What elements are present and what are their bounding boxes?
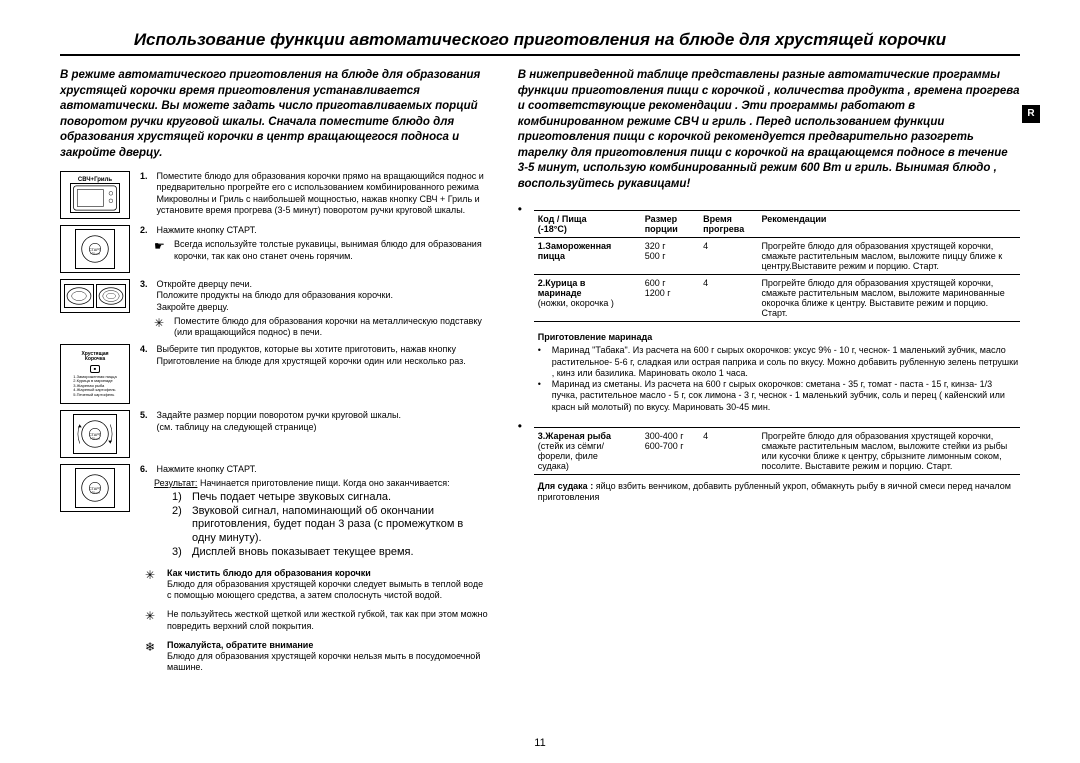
table-row: 3.Жареная рыба(стейк из сёмги/форели, фи…	[534, 427, 1020, 474]
step-2: СТАРТ+30 сек 2. Нажмите кнопку СТАРТ. ☛ …	[60, 225, 488, 273]
svg-text:+30 сек: +30 сек	[90, 252, 101, 256]
asterisk-icon: ✳	[154, 316, 168, 339]
table-row: 1.Замороженная пицца 320 г 500 г 4 Прогр…	[534, 238, 1020, 275]
snowflake-icon: ❄	[145, 640, 159, 674]
th-rec: Рекомендации	[757, 211, 1020, 238]
step-number: 3.	[140, 279, 154, 290]
svg-text:+30 сек: +30 сек	[90, 491, 101, 495]
asterisk-icon: ✳	[145, 568, 159, 602]
note-text: Блюдо для образования хрустящей корочки …	[167, 651, 488, 674]
step-1: СВЧ+Гриль 1. Поместите блюдо для образов…	[60, 171, 488, 219]
left-column: В режиме автоматического приготовления н…	[60, 68, 488, 674]
step-text: Откройте дверцу печи. Положите продукты …	[157, 279, 487, 313]
result-item: 3)Дисплей вновь показывает текущее время…	[172, 546, 488, 560]
step1-icon: СВЧ+Гриль	[60, 171, 130, 219]
step-number: 5.	[140, 410, 154, 421]
note-text: Поместите блюдо для образования корочки …	[174, 316, 488, 339]
step-text: Нажмите кнопку СТАРТ.	[157, 225, 487, 236]
step6-icon: СТАРТ+30 сек	[60, 464, 130, 559]
step-4: Хрустящая Корочка ■ 1.Замороженная пицца…	[60, 344, 488, 404]
table-row: 2.Курица вмаринаде(ножки, окорочка ) 600…	[534, 275, 1020, 322]
note-text: Блюдо для образования хрустящей корочки …	[167, 579, 488, 602]
left-intro: В режиме автоматического приготовления н…	[60, 68, 488, 161]
brush-note: ✳ Не пользуйтесь жесткой щеткой или жест…	[60, 609, 488, 632]
step-number: 1.	[140, 171, 154, 182]
result-label: Результат:	[154, 478, 197, 488]
note-header: Как чистить блюдо для образования корочк…	[167, 568, 488, 579]
step-text: Выберите тип продуктов, которые вы хотит…	[157, 344, 487, 367]
food-table-1: Код / Пища (-18°C) Размер порции Время п…	[534, 210, 1020, 322]
marinade-item: •Маринад из сметаны. Из расчета на 600 г…	[538, 379, 1020, 413]
page-title: Использование функции автоматического пр…	[60, 30, 1020, 56]
step3-icon	[60, 279, 130, 338]
svg-text:+30 сек: +30 сек	[90, 437, 101, 441]
food-table-2: 3.Жареная рыба(стейк из сёмги/форели, фи…	[534, 427, 1020, 475]
step-number: 2.	[140, 225, 154, 236]
asterisk-icon: ✳	[145, 609, 159, 632]
step5-icon: СТАРТ+30 сек	[60, 410, 130, 458]
step-text: Нажмите кнопку СТАРТ.	[157, 464, 487, 475]
result-intro: Начинается приготовление пищи. Когда оно…	[200, 478, 450, 488]
warning-text: Всегда используйте толстые рукавицы, вын…	[174, 239, 488, 262]
step2-icon: СТАРТ+30 сек	[60, 225, 130, 273]
dishwasher-warning: ❄ Пожалуйста, обратите внимание Блюдо дл…	[60, 640, 488, 674]
result-item: 1)Печь подает четыре звуковых сигнала.	[172, 491, 488, 505]
step-5: СТАРТ+30 сек 5. Задайте размер порции по…	[60, 410, 488, 458]
section-tab: R	[1022, 105, 1040, 123]
right-intro: В нижеприведенной таблице представлены р…	[518, 68, 1020, 192]
th-time: Время прогрева	[699, 211, 757, 238]
step4-icon: Хрустящая Корочка ■ 1.Замороженная пицца…	[60, 344, 130, 404]
note-header: Пожалуйста, обратите внимание	[167, 640, 488, 651]
th-size: Размер порции	[641, 211, 699, 238]
note-text: Не пользуйтесь жесткой щеткой или жестко…	[167, 609, 488, 632]
result-item: 2)Звуковой сигнал, напоминающий об оконч…	[172, 505, 488, 546]
step-3: 3. Откройте дверцу печи. Положите продук…	[60, 279, 488, 338]
step-6: СТАРТ+30 сек 6. Нажмите кнопку СТАРТ. Ре…	[60, 464, 488, 559]
right-column: В нижеприведенной таблице представлены р…	[518, 68, 1020, 674]
step-text: Поместите блюдо для образования корочки …	[157, 171, 487, 216]
marinade-item: •Маринад "Табака". Из расчета на 600 г с…	[538, 345, 1020, 379]
marinade-header: Приготовление маринада	[538, 332, 1020, 343]
step-number: 6.	[140, 464, 154, 475]
cleaning-note: ✳ Как чистить блюдо для образования коро…	[60, 568, 488, 602]
sudak-note: Для судака : яйцо взбить венчиком, добав…	[534, 481, 1020, 504]
marinade-section: Приготовление маринада •Маринад "Табака"…	[534, 332, 1020, 413]
page-number: 11	[534, 737, 545, 749]
step-text: Задайте размер порции поворотом ручки кр…	[157, 410, 487, 433]
step-number: 4.	[140, 344, 154, 355]
hand-icon: ☛	[154, 239, 168, 262]
th-code: Код / Пища (-18°C)	[534, 211, 641, 238]
